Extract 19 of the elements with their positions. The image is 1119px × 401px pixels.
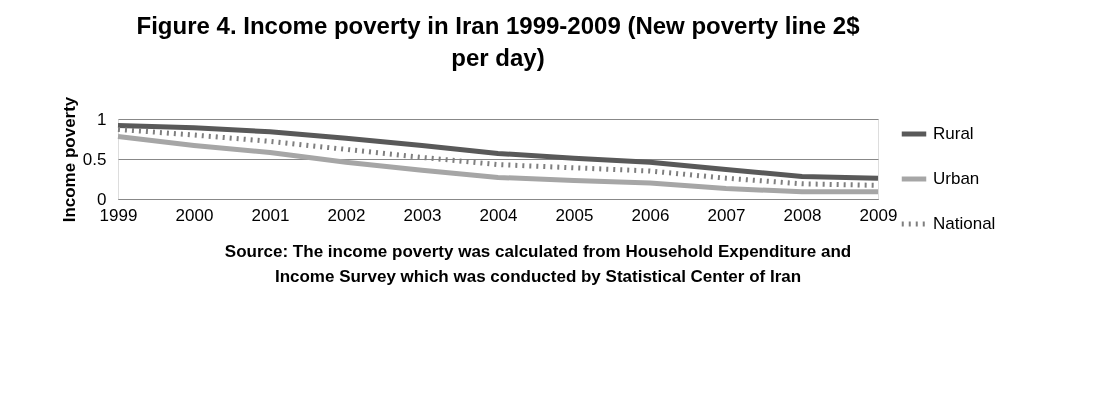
x-tick-label: 2003 — [403, 205, 442, 225]
y-axis-title: Income poverty — [59, 96, 79, 223]
text: Figure 4. Income poverty in Iran 1999-2009 (New poverty line 2$ — [136, 12, 860, 40]
x-tick-label: 2009 — [859, 205, 898, 225]
legend-label: Urban — [933, 169, 980, 188]
x-tick-label: 2000 — [175, 205, 214, 225]
x-tick-label: 2004 — [479, 205, 518, 225]
x-tick-label: 2002 — [327, 205, 366, 225]
x-tick-label: 2007 — [707, 205, 746, 225]
source-note: Source: The income poverty was calculated from Household Expenditure and Income Survey which was conducted by Statistical Center of Iran — [224, 242, 852, 286]
text: per day) — [451, 44, 545, 72]
legend-label: Rural — [933, 124, 974, 143]
x-tick-label: 2005 — [555, 205, 594, 225]
x-tick-label: 2006 — [631, 205, 670, 225]
x-tick-label: 2008 — [783, 205, 822, 225]
y-tick-label: 0.5 — [82, 149, 107, 169]
y-tick-label: 1 — [97, 109, 107, 129]
legend-label: National — [933, 214, 996, 233]
x-tick-label: 2001 — [251, 205, 290, 225]
